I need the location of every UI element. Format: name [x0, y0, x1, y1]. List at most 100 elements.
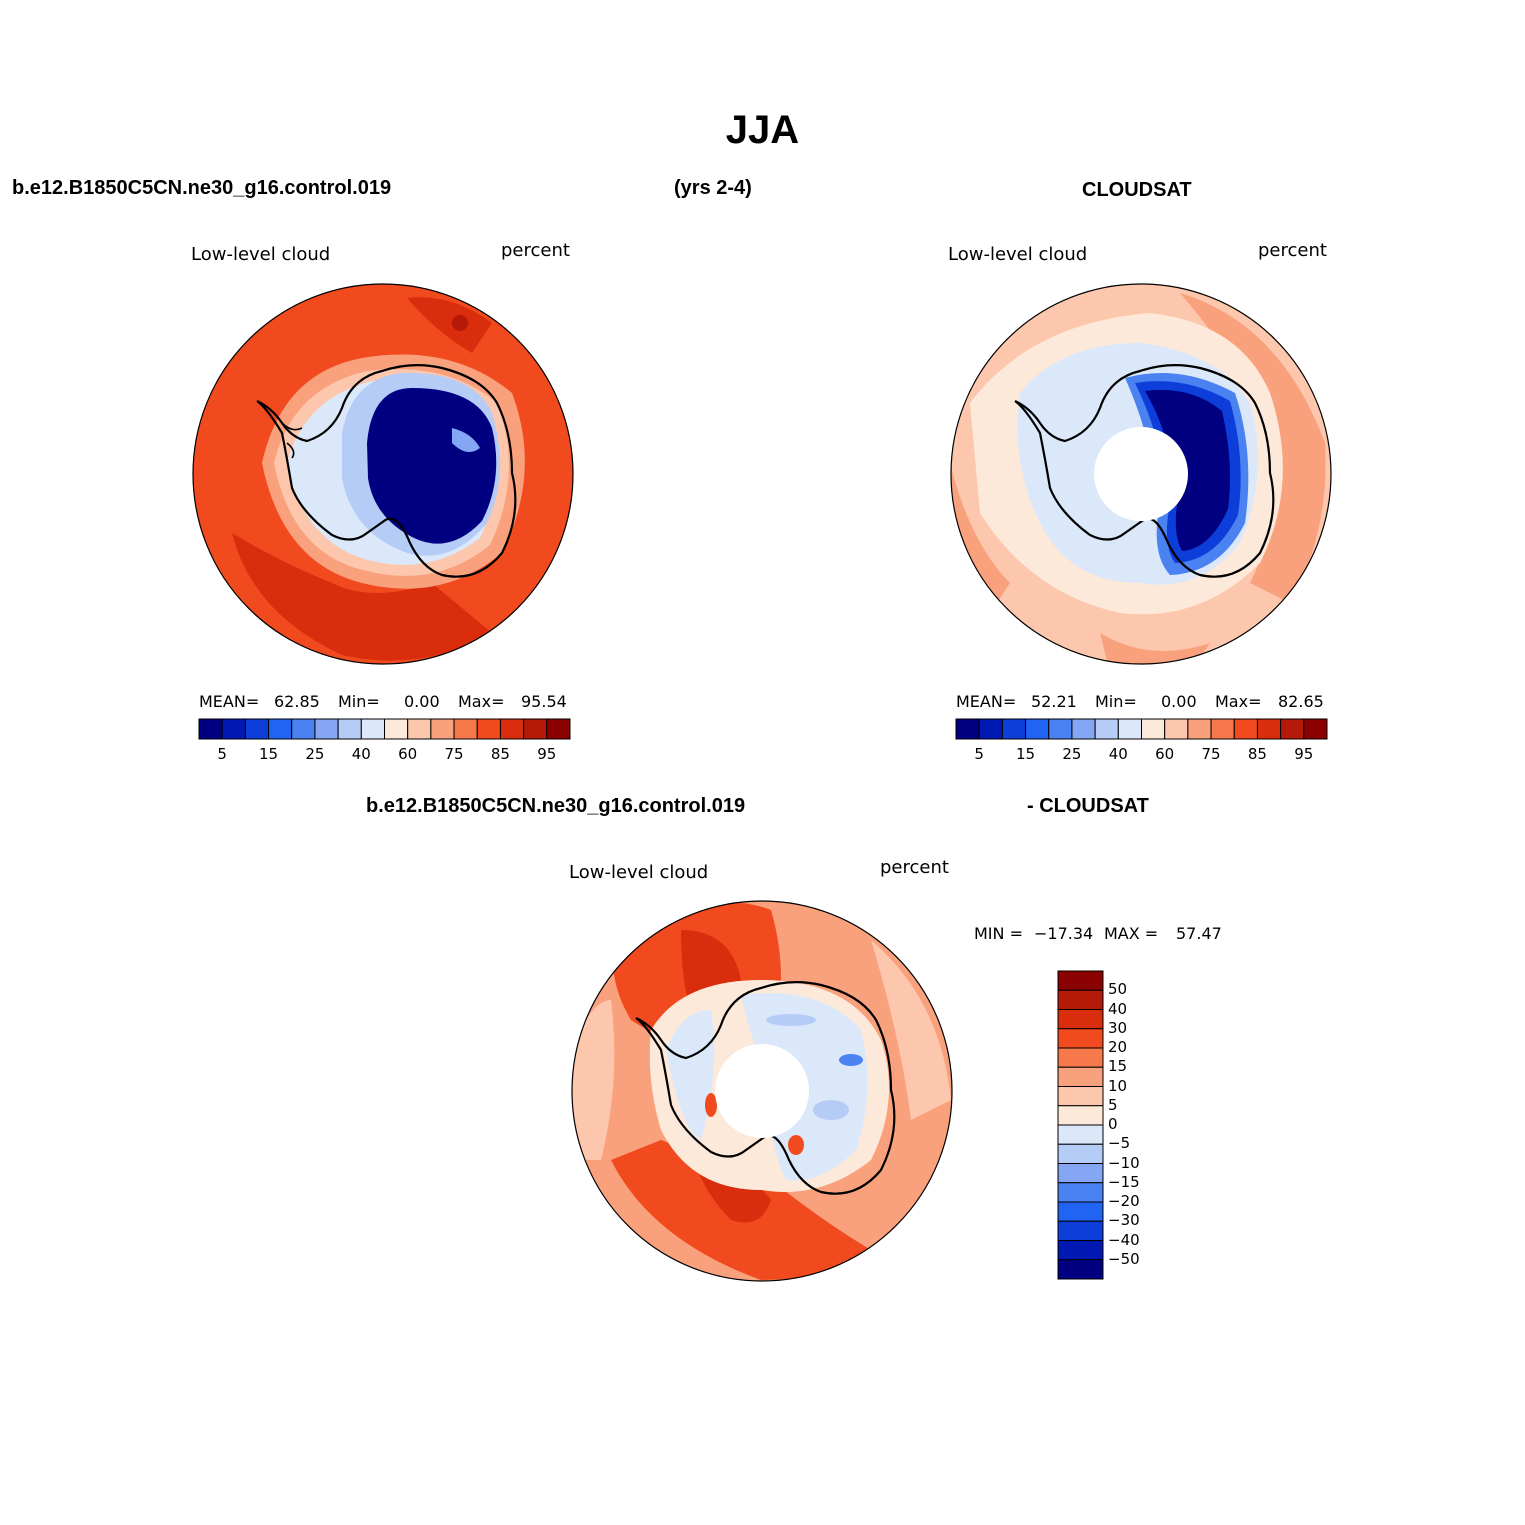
model-max-value: 95.54 [521, 692, 567, 711]
model-colorbar-box [314, 718, 339, 740]
obs-min-value: 0.00 [1161, 692, 1197, 711]
diff-colorbar-box [1057, 1124, 1104, 1145]
diff-colorbar-box [1057, 1028, 1104, 1049]
obs-max-label: Max= [1215, 692, 1262, 711]
diff-colorbar [1057, 970, 1104, 1280]
model-units-label: percent [501, 240, 570, 261]
model-colorbar-tick-label: 40 [351, 745, 371, 763]
diff-colorbar-tick-label: −5 [1108, 1134, 1131, 1153]
diff-colorbar-box [1057, 1259, 1104, 1280]
diff-colorbar-tick-label: −15 [1108, 1172, 1140, 1191]
model-min-value: 0.00 [404, 692, 440, 711]
obs-colorbar-box [1303, 718, 1328, 740]
model-colorbar-box [198, 718, 223, 740]
obs-colorbar-box [978, 718, 1003, 740]
diff-colorbar-box [1057, 1163, 1104, 1184]
obs-variable-label: Low-level cloud [948, 244, 1088, 265]
obs-colorbar-tick-label: 5 [974, 745, 984, 763]
obs-polar-map [950, 283, 1332, 665]
obs-colorbar-box [1210, 718, 1235, 740]
diff-colorbar-box [1057, 1105, 1104, 1126]
diff-max-value: 57.47 [1176, 924, 1222, 943]
obs-title: CLOUDSAT [1082, 179, 1192, 201]
diff-colorbar-box [1057, 1086, 1104, 1107]
obs-colorbar-tick-label: 25 [1062, 745, 1082, 763]
diff-colorbar-tick-label: −30 [1108, 1211, 1140, 1230]
model-polar-map [192, 283, 574, 665]
obs-colorbar-tick-label: 95 [1294, 745, 1314, 763]
model-min-label: Min= [338, 692, 380, 711]
obs-colorbar-box [1071, 718, 1096, 740]
model-mean-value: 62.85 [274, 692, 320, 711]
diff-colorbar-box [1057, 1009, 1104, 1030]
diff-case-title: b.e12.B1850C5CN.ne30_g16.control.019 [366, 795, 746, 817]
obs-mean-label: MEAN= [956, 692, 1017, 711]
obs-colorbar-box [1280, 718, 1305, 740]
model-colorbar-tick-label: 60 [398, 745, 418, 763]
diff-colorbar-tick-label: 30 [1108, 1018, 1128, 1037]
obs-colorbar-box [1141, 718, 1166, 740]
obs-colorbar-box [955, 718, 980, 740]
model-colorbar-box [360, 718, 385, 740]
diff-min-value: −17.34 [1034, 924, 1094, 943]
obs-mean-value: 52.21 [1031, 692, 1077, 711]
diff-colorbar-box [1057, 1143, 1104, 1164]
model-colorbar-box [499, 718, 525, 740]
model-colorbar-box [546, 718, 571, 740]
model-colorbar-box [268, 718, 293, 740]
model-colorbar-box [453, 718, 478, 740]
model-max-label: Max= [458, 692, 505, 711]
obs-units-label: percent [1258, 240, 1327, 261]
obs-colorbar-box [1187, 718, 1212, 740]
model-variable-label: Low-level cloud [191, 244, 331, 265]
obs-colorbar-tick-label: 60 [1155, 745, 1175, 763]
model-colorbar-box [291, 718, 316, 740]
diff-variable-label: Low-level cloud [569, 862, 709, 883]
model-mean-label: MEAN= [199, 692, 260, 711]
model-colorbar-tick-label: 85 [490, 745, 510, 763]
model-colorbar-tick-label: 75 [444, 745, 464, 763]
model-colorbar-box [221, 718, 246, 740]
model-colorbar [198, 718, 571, 740]
obs-colorbar-tick-label: 85 [1247, 745, 1267, 763]
diff-colorbar-tick-label: 40 [1108, 999, 1128, 1018]
obs-max-value: 82.65 [1278, 692, 1324, 711]
model-colorbar-box [476, 718, 501, 740]
diff-colorbar-box [1057, 1047, 1104, 1068]
obs-colorbar-box [1025, 718, 1050, 740]
model-colorbar-tick-label: 25 [305, 745, 325, 763]
diff-units-label: percent [880, 857, 949, 878]
obs-colorbar-ticks: 5 15 25 40 60 75 85 95 [956, 745, 1327, 765]
diff-colorbar-box [1057, 970, 1104, 991]
obs-colorbar-box [1164, 718, 1189, 740]
obs-colorbar [955, 718, 1328, 740]
model-colorbar-tick-label: 95 [537, 745, 557, 763]
diff-colorbar-tick-label: −40 [1108, 1230, 1140, 1249]
model-colorbar-box [523, 718, 548, 740]
model-colorbar-box [244, 718, 270, 740]
obs-colorbar-tick-label: 75 [1201, 745, 1221, 763]
model-colorbar-box [337, 718, 362, 740]
diff-colorbar-tick-label: 10 [1108, 1076, 1128, 1095]
diff-colorbar-box [1057, 1066, 1104, 1087]
model-case-title: b.e12.B1850C5CN.ne30_g16.control.019 [12, 177, 392, 199]
obs-colorbar-box [1117, 718, 1142, 740]
model-colorbar-box [384, 718, 409, 740]
obs-colorbar-box [1233, 718, 1258, 740]
diff-colorbar-tick-label: 5 [1108, 1095, 1118, 1114]
diff-colorbar-tick-label: −20 [1108, 1192, 1140, 1210]
diff-colorbar-tick-label: 20 [1108, 1038, 1128, 1056]
diff-max-label: MAX = [1104, 924, 1159, 943]
diff-colorbar-tick-label: 50 [1108, 980, 1128, 999]
diff-polar-map [571, 900, 953, 1282]
diff-colorbar-box [1057, 1220, 1104, 1241]
model-colorbar-tick-label: 5 [217, 745, 227, 763]
diff-min-label: MIN = [974, 924, 1023, 943]
diff-colorbar-box [1057, 1240, 1104, 1261]
obs-colorbar-box [1001, 718, 1027, 740]
diff-colorbar-box [1057, 989, 1104, 1010]
diff-colorbar-tick-label: 15 [1108, 1057, 1128, 1076]
obs-colorbar-box [1048, 718, 1073, 740]
model-colorbar-box [407, 718, 432, 740]
diff-colorbar-box [1057, 1182, 1104, 1203]
